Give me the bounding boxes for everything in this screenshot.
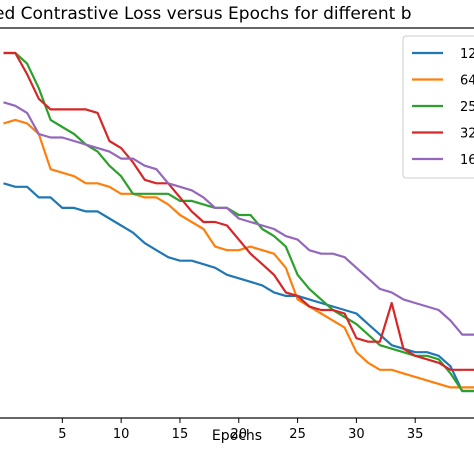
series-line-2 [3,51,474,393]
series-line-1 [3,118,474,389]
x-axis: 5 10 15 20 25 30 35 [58,418,423,442]
chart-title: ed Contrastive Loss versus Epochs for di… [0,4,412,24]
plot-lines [3,51,474,393]
x-tick-label: 35 [407,427,424,442]
series-line-4 [3,101,474,336]
x-tick-label: 15 [172,427,189,442]
x-tick-label: 25 [289,427,306,442]
legend-label-4: 16 [460,153,474,168]
x-tick-label: 5 [58,427,66,442]
legend-label-2: 25 [460,100,474,115]
series-line-0 [3,182,474,393]
legend-label-0: 12 [460,47,474,62]
series-line-3 [3,51,474,371]
x-tick-label: 20 [230,427,247,442]
x-axis-label: Epochs [212,428,262,444]
legend-label-1: 64 [460,74,474,89]
plot-frame [0,27,474,419]
legend-label-3: 32 [460,127,474,142]
x-tick-label: 10 [113,427,130,442]
x-tick-label: 30 [348,427,365,442]
legend: 12 64 25 32 16 [402,35,474,179]
